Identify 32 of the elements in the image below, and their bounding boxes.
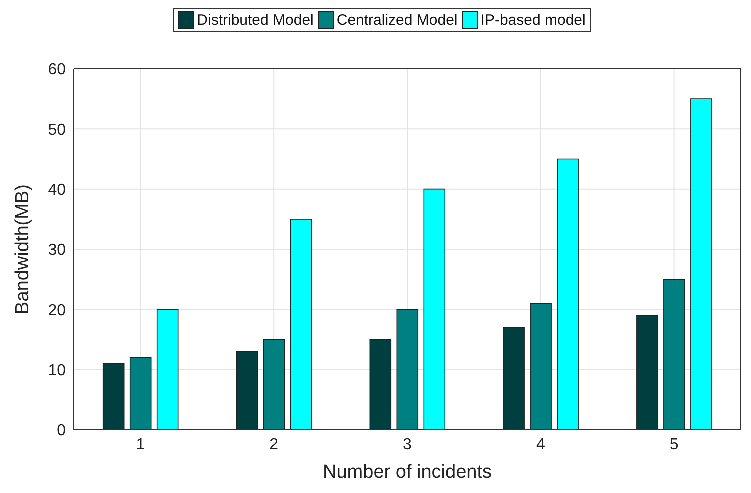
legend-label: Distributed Model bbox=[196, 11, 314, 29]
bar bbox=[102, 363, 125, 430]
bar bbox=[156, 309, 179, 430]
y-axis-title: Bandwidth(MB) bbox=[12, 184, 34, 314]
bar bbox=[530, 303, 552, 430]
bar bbox=[130, 357, 152, 430]
bar bbox=[690, 98, 712, 430]
y-tick-label: 50 bbox=[48, 122, 66, 139]
x-tick-label: 3 bbox=[403, 436, 412, 454]
bar bbox=[503, 327, 525, 430]
bar bbox=[557, 158, 579, 430]
bar bbox=[636, 315, 658, 430]
bar bbox=[236, 351, 258, 430]
bar bbox=[370, 339, 392, 430]
y-tick-label: 60 bbox=[48, 62, 66, 79]
bar bbox=[424, 188, 446, 430]
legend-label: IP-based model bbox=[480, 11, 586, 29]
y-tick-label: 20 bbox=[48, 302, 66, 320]
x-tick-label: 2 bbox=[270, 436, 279, 454]
bar bbox=[396, 309, 419, 430]
legend-label: Centralized Model bbox=[336, 11, 458, 29]
x-tick-label: 1 bbox=[136, 436, 146, 454]
bar bbox=[290, 219, 312, 430]
x-tick-label: 5 bbox=[670, 436, 679, 454]
x-tick-label: 4 bbox=[536, 436, 546, 454]
y-tick-label: 30 bbox=[48, 242, 66, 260]
y-tick-label: 0 bbox=[57, 422, 66, 440]
bar bbox=[263, 339, 286, 430]
y-tick-label: 10 bbox=[48, 362, 66, 380]
x-axis-title: Number of incidents bbox=[323, 462, 492, 483]
bar bbox=[664, 279, 686, 430]
y-tick-label: 40 bbox=[48, 182, 66, 200]
